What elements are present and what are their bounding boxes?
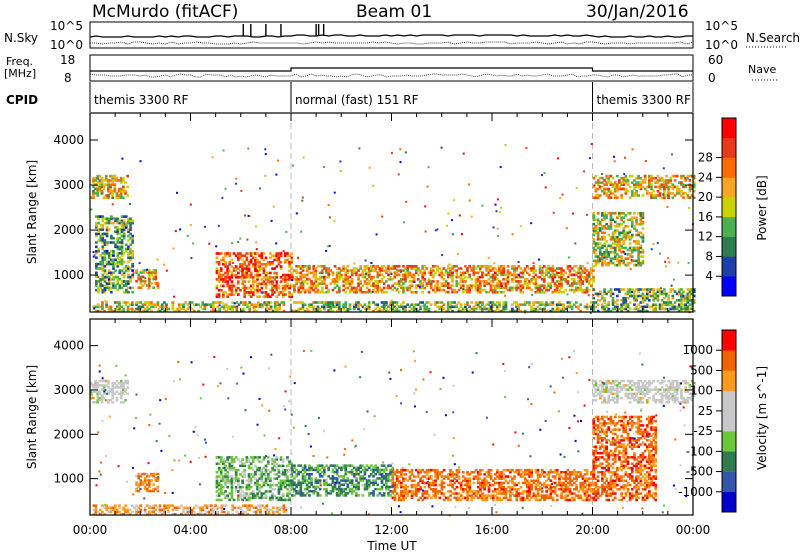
cpid-panel: CPID themis 3300 RF normal (fast) 151 RF t…	[6, 82, 694, 112]
station-title: McMurdo (fitACF)	[92, 2, 238, 22]
nsky-label: N.Sky	[4, 31, 38, 45]
power-colorbar: 4 8 12 16 20 24 28 Power [dB]	[698, 117, 769, 297]
nave-label: Nave	[748, 63, 776, 76]
colorbar-tick-label: -100	[686, 444, 713, 458]
colorbar-swatch	[722, 330, 736, 351]
x-tick-label: 20:00	[575, 523, 610, 537]
velocity-colorbar: 1000 500 100 25 -25 -100 -500 -1000 Velocity [m…	[678, 329, 769, 513]
freq-bottom-label: 8	[64, 71, 72, 85]
y-tick-label: 2000	[53, 427, 84, 441]
colorbar-tick-label: 20	[698, 190, 713, 204]
cpid-segment-label: normal (fast) 151 RF	[295, 93, 419, 107]
power-colorbar-label: Power [dB]	[755, 175, 769, 240]
nsearch-top-label: 10^5	[705, 19, 738, 33]
date-title: 30/Jan/2016	[586, 2, 689, 22]
colorbar-swatch	[722, 236, 736, 257]
nave-top-label: 60	[708, 53, 723, 67]
freq-label: Freq.	[6, 55, 33, 68]
cpid-segment-label: themis 3300 RF	[597, 93, 691, 107]
colorbar-swatch	[722, 350, 736, 371]
x-tick-label: 04:00	[173, 523, 208, 537]
time-xlabel: Time UT	[366, 539, 417, 553]
nsky-bottom-label: 10^0	[50, 38, 83, 52]
beam-title: Beam 01	[356, 2, 432, 22]
colorbar-tick-label: 100	[690, 384, 713, 398]
colorbar-tick-label: 25	[698, 404, 713, 418]
colorbar-swatch	[722, 431, 736, 452]
colorbar-swatch	[722, 216, 736, 237]
colorbar-tick-label: 500	[690, 363, 713, 377]
velocity-panel: 1000 2000 3000 4000 00:00 04:00 08:00 12:00 16:0…	[25, 318, 711, 553]
colorbar-swatch	[722, 197, 736, 218]
x-tick-label: 16:00	[475, 523, 510, 537]
x-tick-label: 08:00	[274, 523, 309, 537]
colorbar-tick-label: -500	[686, 465, 713, 479]
y-tick-label: 3000	[53, 383, 84, 397]
x-tick-label: 12:00	[374, 523, 409, 537]
colorbar-swatch	[722, 471, 736, 493]
power-ylabel: Slant Range [km]	[25, 160, 39, 264]
velocity-colorbar-label: Velocity [m s^-1]	[755, 366, 769, 470]
y-tick-label: 1000	[53, 268, 84, 282]
y-tick-label: 4000	[53, 133, 84, 147]
velocity-ylabel: Slant Range [km]	[25, 365, 39, 469]
nsearch-label: N.Search	[746, 31, 800, 45]
colorbar-swatch	[722, 118, 736, 139]
cpid-label: CPID	[6, 93, 38, 107]
colorbar-swatch	[722, 390, 736, 412]
freq-top-label: 18	[60, 53, 75, 67]
nave-bottom-label: 0	[708, 71, 716, 85]
freq-panel: Freq. [MHz] 18 8 60 0 Nave	[4, 53, 778, 85]
nsearch-bottom-label: 10^0	[705, 38, 738, 52]
nsky-top-label: 10^5	[50, 19, 83, 33]
colorbar-tick-label: 28	[698, 151, 713, 165]
colorbar-swatch	[722, 157, 736, 178]
y-tick-label: 1000	[53, 472, 84, 486]
x-tick-label: 00:00	[676, 523, 711, 537]
freq-unit-label: [MHz]	[4, 67, 36, 80]
colorbar-tick-label: 8	[705, 249, 713, 263]
colorbar-swatch	[722, 370, 736, 391]
colorbar-swatch	[722, 451, 736, 472]
colorbar-swatch	[722, 177, 736, 198]
colorbar-swatch	[722, 410, 736, 432]
colorbar-tick-label: 24	[698, 170, 713, 184]
colorbar-swatch	[722, 491, 736, 513]
y-tick-label: 3000	[53, 178, 84, 192]
colorbar-tick-label: 1000	[682, 343, 713, 357]
colorbar-tick-label: -1000	[678, 485, 713, 499]
cpid-segment-label: themis 3300 RF	[94, 93, 188, 107]
colorbar-swatch	[722, 276, 736, 297]
colorbar-swatch	[722, 137, 736, 158]
y-tick-label: 4000	[53, 339, 84, 353]
colorbar-swatch	[722, 256, 736, 277]
y-tick-label: 2000	[53, 223, 84, 237]
power-panel: 1000 2000 3000 4000 Slant Range [km]	[25, 112, 696, 314]
colorbar-tick-label: 16	[698, 210, 713, 224]
colorbar-tick-label: 12	[698, 230, 713, 244]
nsky-panel: N.Sky 10^5 10^0 10^5 10^0 N.Search	[4, 19, 800, 52]
x-tick-label: 00:00	[73, 523, 108, 537]
colorbar-tick-label: 4	[705, 269, 713, 283]
colorbar-tick-label: -25	[693, 424, 713, 438]
